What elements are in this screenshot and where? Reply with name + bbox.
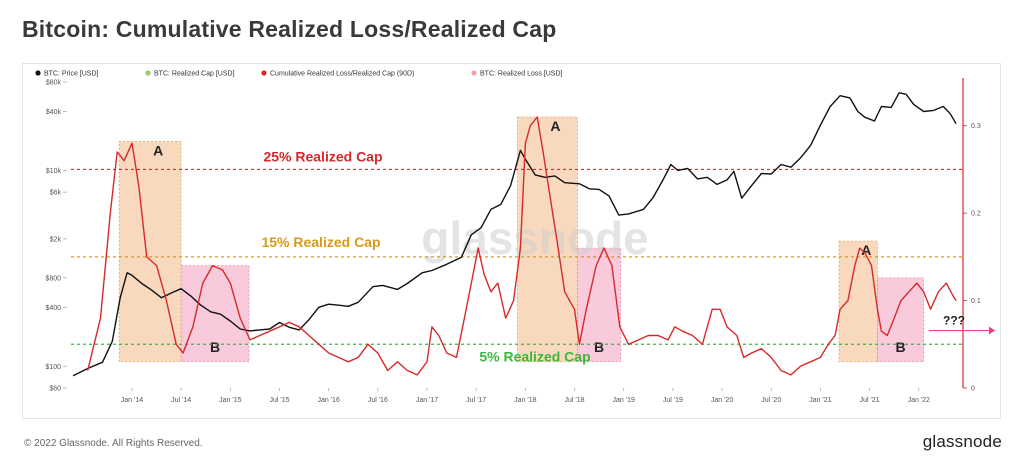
level-label-2: 5% Realized Cap — [479, 348, 590, 364]
x-tick-label: Jan '18 — [514, 397, 536, 404]
zone-a-0 — [118, 141, 182, 363]
footer-brand-logo: glassnode — [922, 432, 1002, 451]
y-left-tick-label: $6k — [50, 190, 62, 197]
level-label-0: 25% Realized Cap — [263, 148, 382, 164]
zone-label-b: B — [895, 339, 905, 355]
annotation-arrow-head — [989, 326, 995, 335]
watermark-text: glassnode — [421, 212, 649, 264]
x-tick-label: Jul '19 — [663, 397, 683, 404]
footer-copyright: © 2022 Glassnode. All Rights Reserved. — [24, 438, 203, 449]
x-tick-label: Jul '21 — [860, 397, 880, 404]
x-tick-label: Jul '18 — [565, 397, 585, 404]
x-tick-label: Jan '22 — [908, 397, 930, 404]
legend-item-label[interactable]: BTC: Realized Loss [USD] — [480, 71, 563, 78]
zone-a-4 — [838, 240, 878, 363]
legend-item-label[interactable]: BTC: Realized Cap [USD] — [154, 71, 235, 78]
y-left-tick-label: $2k — [50, 236, 62, 243]
legend-marker[interactable] — [145, 70, 151, 76]
zone-a-2 — [517, 116, 578, 363]
x-tick-label: Jul '14 — [171, 397, 191, 404]
zone-label-b: B — [210, 339, 220, 355]
y-right-tick-label: 0.2 — [971, 211, 981, 218]
x-tick-label: Jan '19 — [613, 397, 635, 404]
chart-title: Bitcoin: Cumulative Realized Loss/Realiz… — [22, 16, 557, 42]
x-tick-label: Jan '20 — [711, 397, 733, 404]
y-right-tick-label: 0.3 — [971, 123, 981, 130]
zone-b-5 — [877, 277, 925, 363]
annotation-text: ??? — [943, 314, 965, 328]
y-left-tick-label: $400 — [45, 305, 61, 312]
legend-marker[interactable] — [35, 70, 41, 76]
series-line-btc-price — [72, 92, 957, 377]
y-left-tick-label: $60 — [49, 386, 61, 393]
legend-item-label[interactable]: Cumulative Realized Loss/Realized Cap (9… — [270, 71, 414, 78]
x-tick-label: Jul '17 — [466, 397, 486, 404]
y-right-tick-label: 0 — [971, 386, 975, 393]
zone-label-a: A — [861, 242, 871, 258]
x-tick-label: Jan '14 — [121, 397, 143, 404]
level-label-1: 15% Realized Cap — [261, 234, 380, 250]
zone-label-b: B — [594, 339, 604, 355]
y-left-tick-label: $800 — [45, 275, 61, 282]
zone-label-a: A — [153, 142, 163, 158]
x-tick-label: Jul '15 — [269, 397, 289, 404]
x-tick-label: Jan '21 — [809, 397, 831, 404]
legend-marker[interactable] — [471, 70, 477, 76]
x-tick-label: Jan '15 — [219, 397, 241, 404]
y-left-tick-label: $80k — [46, 80, 62, 87]
zone-b-3 — [577, 247, 622, 363]
x-tick-label: Jan '16 — [317, 397, 339, 404]
y-left-tick-label: $100 — [45, 364, 61, 371]
series-line-realized-loss-ratio — [87, 116, 957, 376]
x-tick-label: Jul '20 — [761, 397, 781, 404]
legend-item-label[interactable]: BTC: Price [USD] — [44, 71, 99, 78]
x-tick-label: Jul '16 — [368, 397, 388, 404]
y-left-tick-label: $40k — [46, 109, 62, 116]
y-right-tick-label: 0.1 — [971, 298, 981, 305]
zone-b-1 — [180, 265, 250, 363]
legend-marker[interactable] — [261, 70, 267, 76]
zone-label-a: A — [550, 118, 560, 134]
x-tick-label: Jan '17 — [416, 397, 438, 404]
y-left-tick-label: $10k — [46, 168, 62, 175]
